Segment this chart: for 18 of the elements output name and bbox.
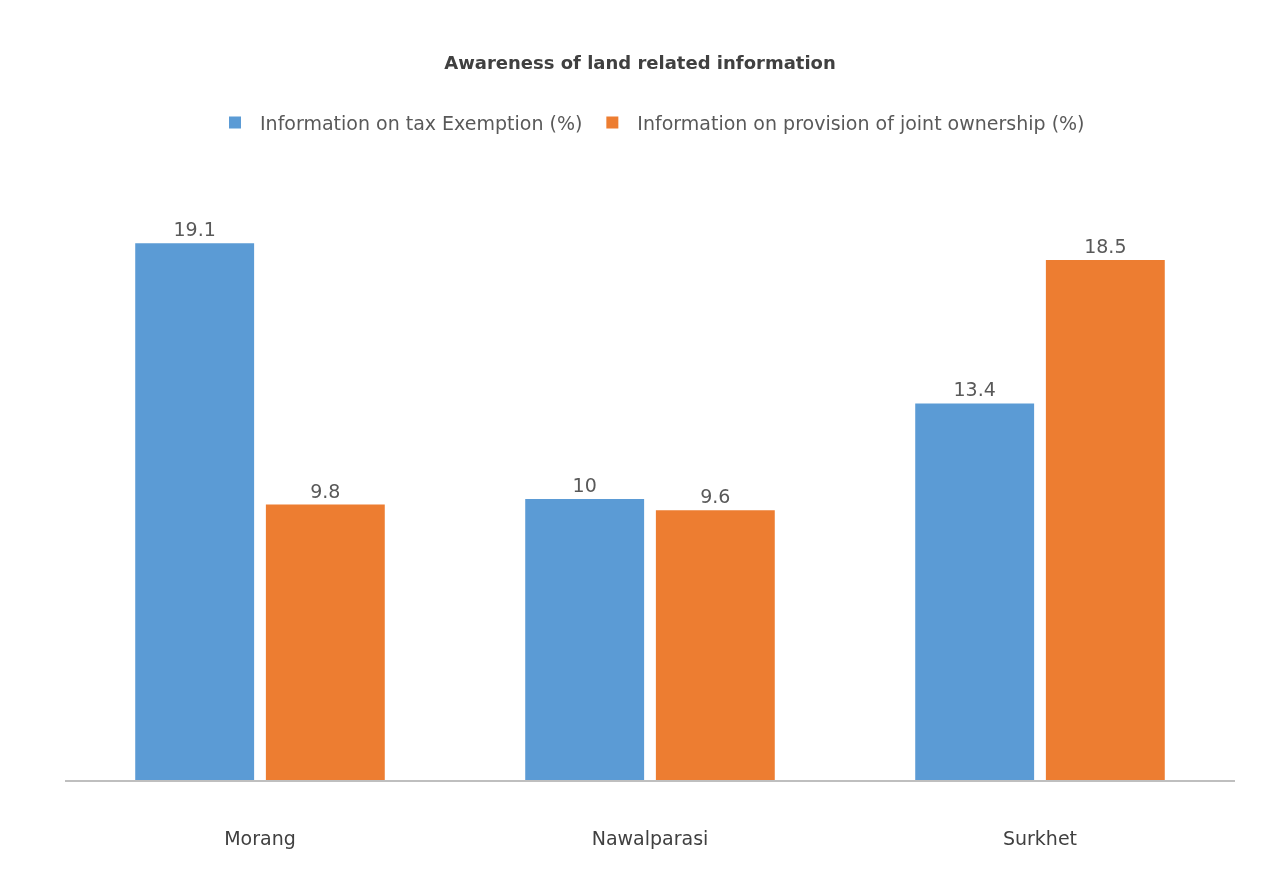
bar (915, 403, 1035, 780)
data-label: 19.1 (173, 218, 216, 241)
bar (135, 243, 255, 780)
x-tick-label: Nawalparasi (591, 826, 709, 849)
data-label: 18.5 (1084, 235, 1127, 258)
bar (265, 504, 385, 780)
legend-label: Information on provision of joint ownership (%) (637, 111, 1085, 134)
data-label: 10 (572, 473, 597, 496)
data-label: 9.8 (310, 479, 341, 502)
x-tick-label: Morang (224, 826, 296, 849)
data-label: 13.4 (953, 378, 996, 401)
bar (1045, 260, 1165, 780)
bar (655, 510, 775, 780)
legend-label: Information on tax Exemption (%) (260, 111, 583, 134)
x-tick-label: Surkhet (1002, 826, 1078, 849)
data-label: 9.6 (700, 485, 731, 508)
chart-title: Awareness of land related information (444, 52, 836, 74)
bar (525, 498, 645, 780)
